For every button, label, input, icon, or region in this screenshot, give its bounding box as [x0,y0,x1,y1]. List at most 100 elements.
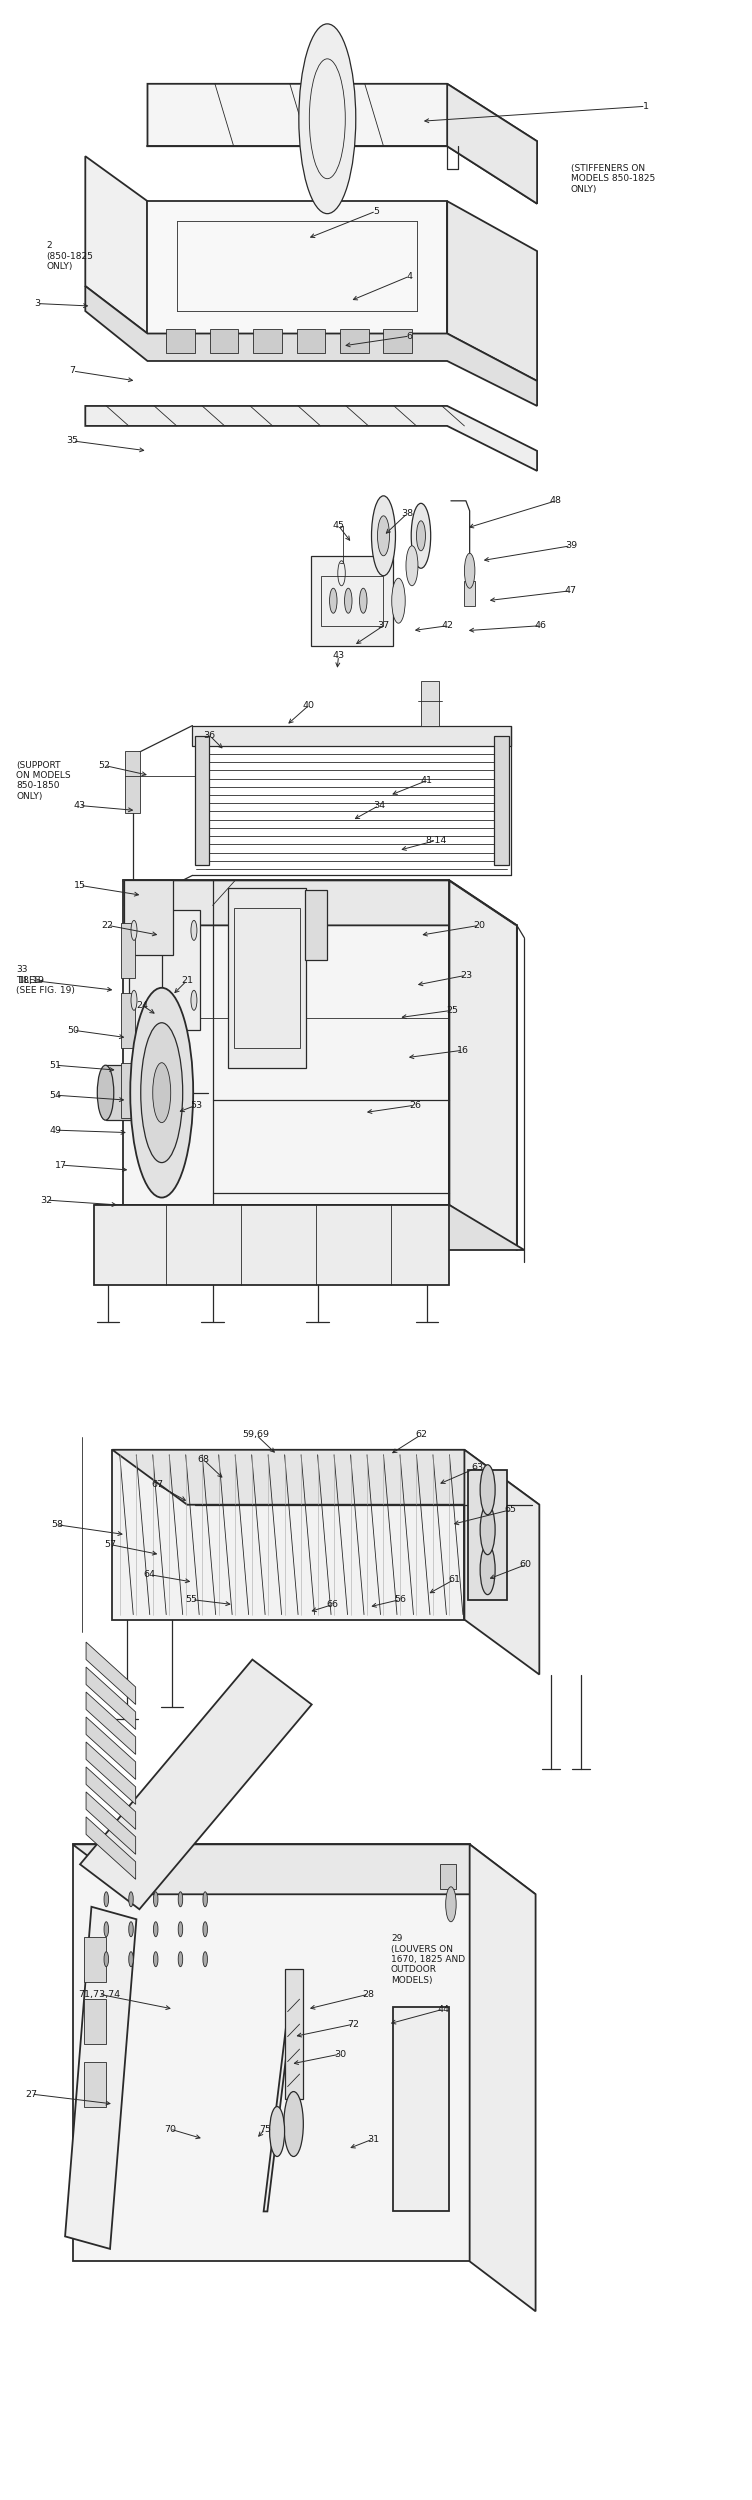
Text: (STIFFENERS ON
MODELS 850-1825
ONLY): (STIFFENERS ON MODELS 850-1825 ONLY) [571,162,655,192]
Polygon shape [147,85,537,202]
Text: 43: 43 [73,800,86,810]
Text: 51: 51 [50,1060,62,1070]
Circle shape [178,1892,183,1908]
Text: 1: 1 [643,102,649,110]
Bar [284,1970,302,2100]
Bar [83,1938,106,1982]
Polygon shape [80,1660,312,1910]
Polygon shape [94,1205,450,1285]
Circle shape [344,588,352,612]
Circle shape [97,1065,114,1120]
Text: 52: 52 [99,760,111,770]
Circle shape [203,1892,208,1908]
Text: 23: 23 [459,970,472,980]
Polygon shape [465,1450,539,1675]
Circle shape [131,920,137,940]
Text: 53: 53 [190,1100,202,1110]
Circle shape [329,588,337,612]
Bar [228,888,306,1068]
Circle shape [153,1922,158,1938]
Text: 36: 36 [204,730,216,740]
Circle shape [178,1952,183,1968]
Text: 31: 31 [367,2135,379,2142]
Circle shape [203,1952,208,1968]
Text: 49: 49 [50,1125,62,1135]
Text: 32: 32 [41,1195,53,1205]
Polygon shape [447,200,537,380]
Text: 37: 37 [378,620,390,630]
Circle shape [191,990,197,1010]
Bar [340,328,368,352]
Text: 33
TILES-
(SEE FIG. 19): 33 TILES- (SEE FIG. 19) [17,965,75,995]
Text: 18,19: 18,19 [18,975,45,985]
Circle shape [480,1545,495,1595]
Polygon shape [85,285,537,405]
Circle shape [480,1505,495,1555]
Text: 44: 44 [438,2005,450,2013]
Text: 20: 20 [474,920,485,930]
Text: 63: 63 [472,1462,484,1472]
Circle shape [104,1952,108,1968]
Bar [124,880,173,955]
Bar [234,908,300,1048]
Polygon shape [112,1450,539,1505]
Polygon shape [86,1642,135,1705]
Bar [393,2008,450,2212]
Bar [121,1062,135,1118]
Circle shape [104,1892,108,1908]
Text: 21: 21 [181,975,193,985]
Circle shape [359,588,367,612]
Text: 6: 6 [407,332,413,340]
Bar [83,2000,106,2045]
Text: (SUPPORT
ON MODELS
850-1850
ONLY): (SUPPORT ON MODELS 850-1850 ONLY) [17,760,71,800]
Text: 61: 61 [448,1575,460,1585]
Circle shape [131,990,137,1010]
Circle shape [480,1465,495,1515]
Text: 45: 45 [332,522,344,530]
Circle shape [153,1062,171,1122]
Text: 46: 46 [535,620,547,630]
Circle shape [411,503,431,568]
Polygon shape [72,1845,535,1895]
Polygon shape [72,1845,470,2262]
Polygon shape [86,1742,135,1805]
Text: 22: 22 [102,920,114,930]
Text: 15: 15 [74,880,86,890]
Circle shape [284,2092,303,2158]
Text: 38: 38 [402,510,414,518]
Text: 50: 50 [68,1025,79,1035]
Bar [468,1470,507,1600]
Polygon shape [86,1768,135,1830]
Polygon shape [264,1995,294,2212]
Text: 26: 26 [409,1100,421,1110]
Text: 35: 35 [66,438,79,445]
Text: 29
(LOUVERS ON
1670, 1825 AND
OUTDOOR
MODELS): 29 (LOUVERS ON 1670, 1825 AND OUTDOOR MO… [391,1935,465,1985]
Text: 2
(850-1825
ONLY): 2 (850-1825 ONLY) [47,240,93,270]
Bar [465,580,475,605]
Circle shape [129,1952,133,1968]
Text: 57: 57 [105,1540,117,1550]
Text: 28: 28 [362,1990,374,1998]
Polygon shape [123,880,517,925]
Text: 42: 42 [442,620,454,630]
Polygon shape [193,725,511,745]
Bar [253,328,281,352]
Text: 41: 41 [421,775,433,785]
Polygon shape [65,1908,136,2250]
Circle shape [129,1892,133,1908]
Bar [121,992,135,1048]
Text: 48: 48 [550,498,562,505]
Bar [83,2062,106,2108]
Circle shape [406,545,418,585]
Polygon shape [86,1792,135,1855]
Text: 68: 68 [198,1455,210,1465]
Text: 59,69: 59,69 [243,1430,270,1440]
Text: 5: 5 [373,208,379,215]
Polygon shape [86,1668,135,1730]
Polygon shape [85,405,537,470]
Text: 62: 62 [415,1430,427,1440]
Text: 40: 40 [302,700,314,710]
Text: 25: 25 [447,1005,459,1015]
Text: 75: 75 [259,2125,271,2132]
Text: 24: 24 [136,1000,148,1010]
